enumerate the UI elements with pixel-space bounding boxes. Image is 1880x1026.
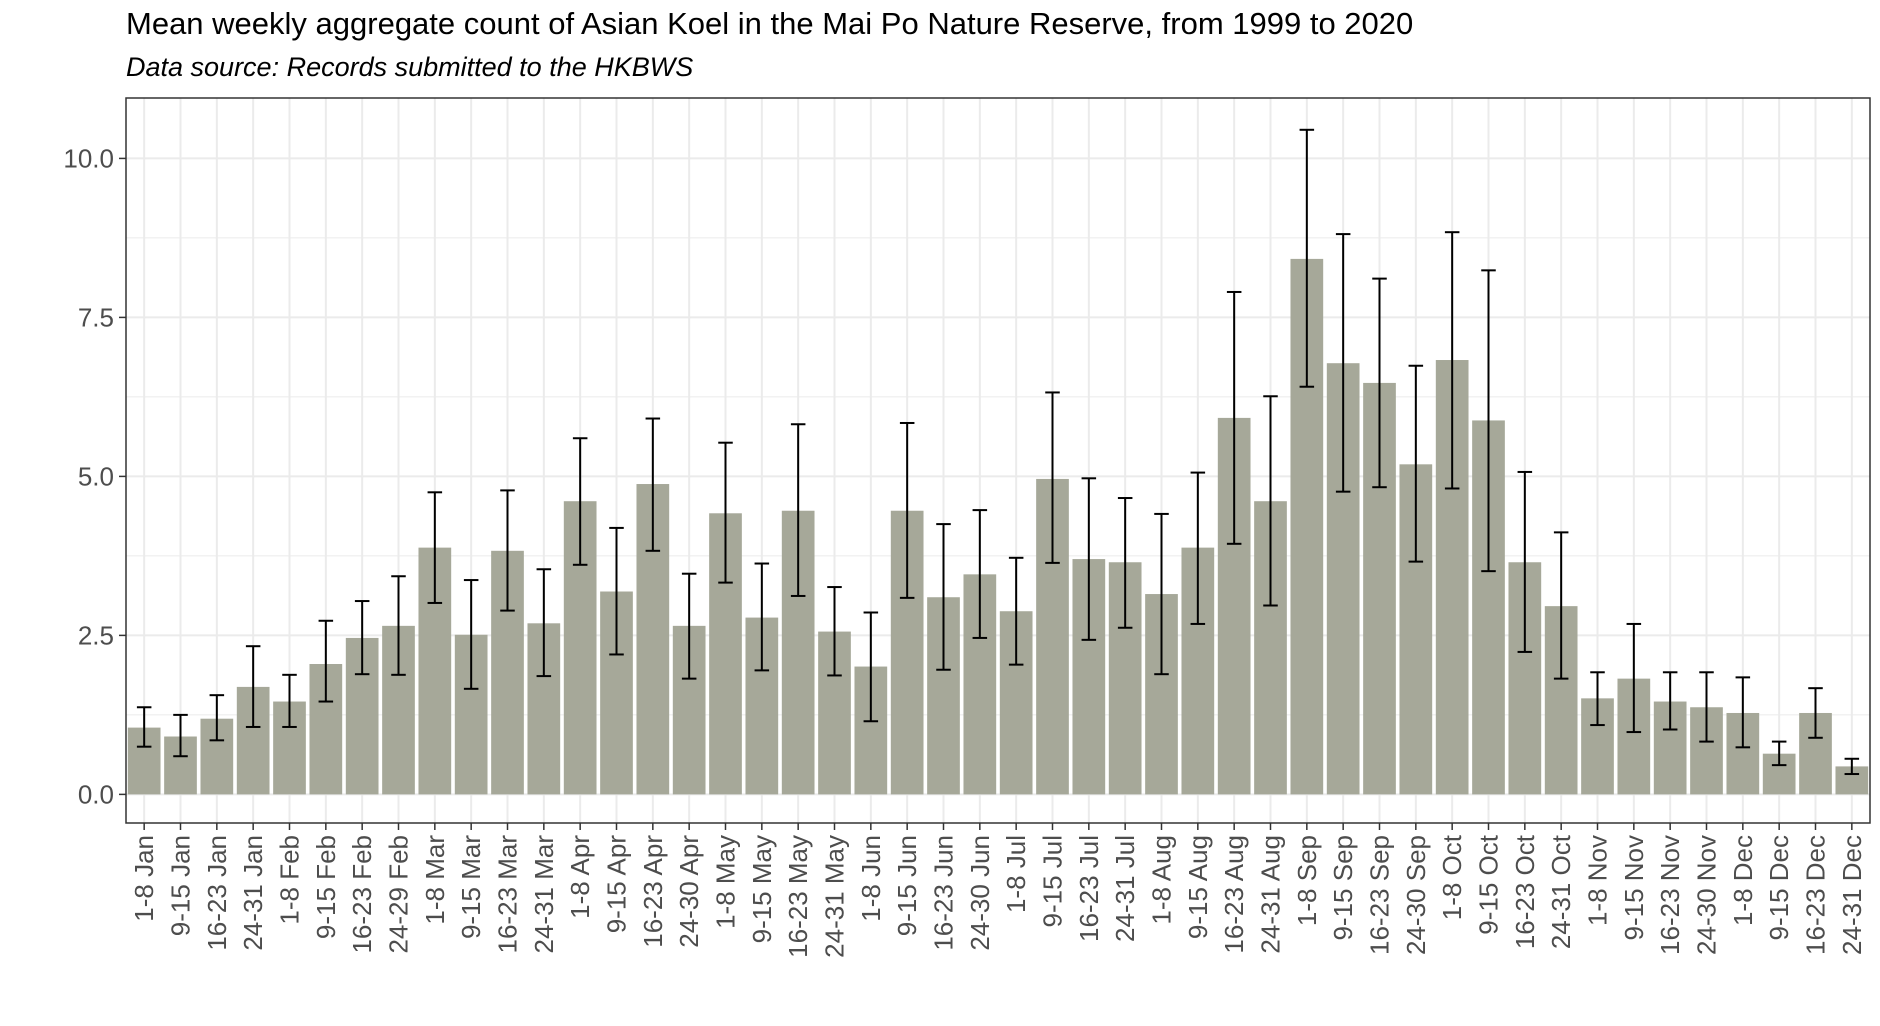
x-tick-label: 9-15 Nov [1619,835,1649,941]
chart-subtitle: Data source: Records submitted to the HK… [126,52,694,82]
x-tick-label: 16-23 Jan [202,835,232,951]
x-tick-label: 1-8 Jul [1001,835,1031,913]
panel-border [125,97,1871,824]
x-tick-label: 24-31 Aug [1256,835,1286,954]
x-tick-label: 9-15 Dec [1764,835,1794,941]
y-tick-label: 2.5 [78,620,114,650]
x-tick-label: 9-15 Apr [602,835,632,934]
x-tick-label: 1-8 Sep [1292,835,1322,926]
x-tick-label: 9-15 Feb [311,835,341,939]
x-tick-label: 9-15 Jul [1038,835,1068,928]
x-tick-label: 1-8 May [711,835,741,929]
chart-title: Mean weekly aggregate count of Asian Koe… [126,6,1414,41]
x-tick-label: 1-8 Dec [1728,835,1758,926]
x-tick-label: 24-30 Nov [1692,835,1722,955]
x-tick-label: 16-23 Jun [929,835,959,951]
x-tick-label: 24-29 Feb [384,835,414,954]
x-tick-label: 16-23 Sep [1365,835,1395,955]
x-tick-label: 16-23 Apr [638,835,668,948]
x-tick-label: 9-15 Oct [1474,834,1504,934]
x-tick-label: 9-15 Aug [1183,835,1213,939]
x-tick-label: 24-30 Apr [674,835,704,948]
axes: 0.0 2.5 5.0 7.5 10.0 1-8 Jan 9-15 Jan 16-23 Jan… [63,143,1866,957]
y-tick-label: 5.0 [78,461,114,491]
x-tick-label: 9-15 Jan [166,835,196,936]
x-tick-label: 16-23 Dec [1801,835,1831,955]
y-tick-label: 0.0 [78,779,114,809]
x-tick-label: 24-30 Jun [965,835,995,951]
x-tick-label: 1-8 Mar [420,835,450,925]
x-tick-label: 16-23 Aug [1219,835,1249,954]
x-tick-label: 1-8 Jan [129,835,159,922]
x-tick-label: 1-8 Oct [1437,834,1467,920]
x-tick-label: 1-8 Apr [565,835,595,919]
x-tick-label: 16-23 Oct [1510,834,1540,949]
x-tick-label: 16-23 May [783,835,813,958]
x-tick-label: 9-15 May [747,835,777,943]
x-tick-label: 1-8 Jun [856,835,886,922]
x-tick-label: 24-31 Jul [1110,835,1140,942]
x-tick-label: 1-8 Aug [1147,835,1177,925]
x-tick-label: 1-8 Nov [1583,835,1613,926]
x-tick-label: 24-31 Jan [238,835,268,951]
x-tick-label: 16-23 Jul [1074,835,1104,942]
x-tick-label: 9-15 Sep [1328,835,1358,941]
x-tick-label: 9-15 Mar [456,835,486,939]
x-tick-label: 1-8 Feb [275,835,305,925]
x-tick-label: 9-15 Jun [892,835,922,936]
x-tick-label: 24-31 Oct [1546,834,1576,949]
x-tick-label: 24-31 Dec [1837,835,1867,955]
x-tick-label: 16-23 Nov [1655,835,1685,955]
x-tick-label: 24-30 Sep [1401,835,1431,955]
x-tick-label: 24-31 May [820,835,850,958]
y-tick-label: 10.0 [63,143,114,173]
x-tick-label: 16-23 Feb [347,835,377,954]
panel-background [126,98,1870,823]
x-tick-label: 24-31 Mar [529,835,559,954]
error-bars [136,128,1860,776]
y-tick-label: 7.5 [78,302,114,332]
x-tick-label: 16-23 Mar [493,835,523,954]
